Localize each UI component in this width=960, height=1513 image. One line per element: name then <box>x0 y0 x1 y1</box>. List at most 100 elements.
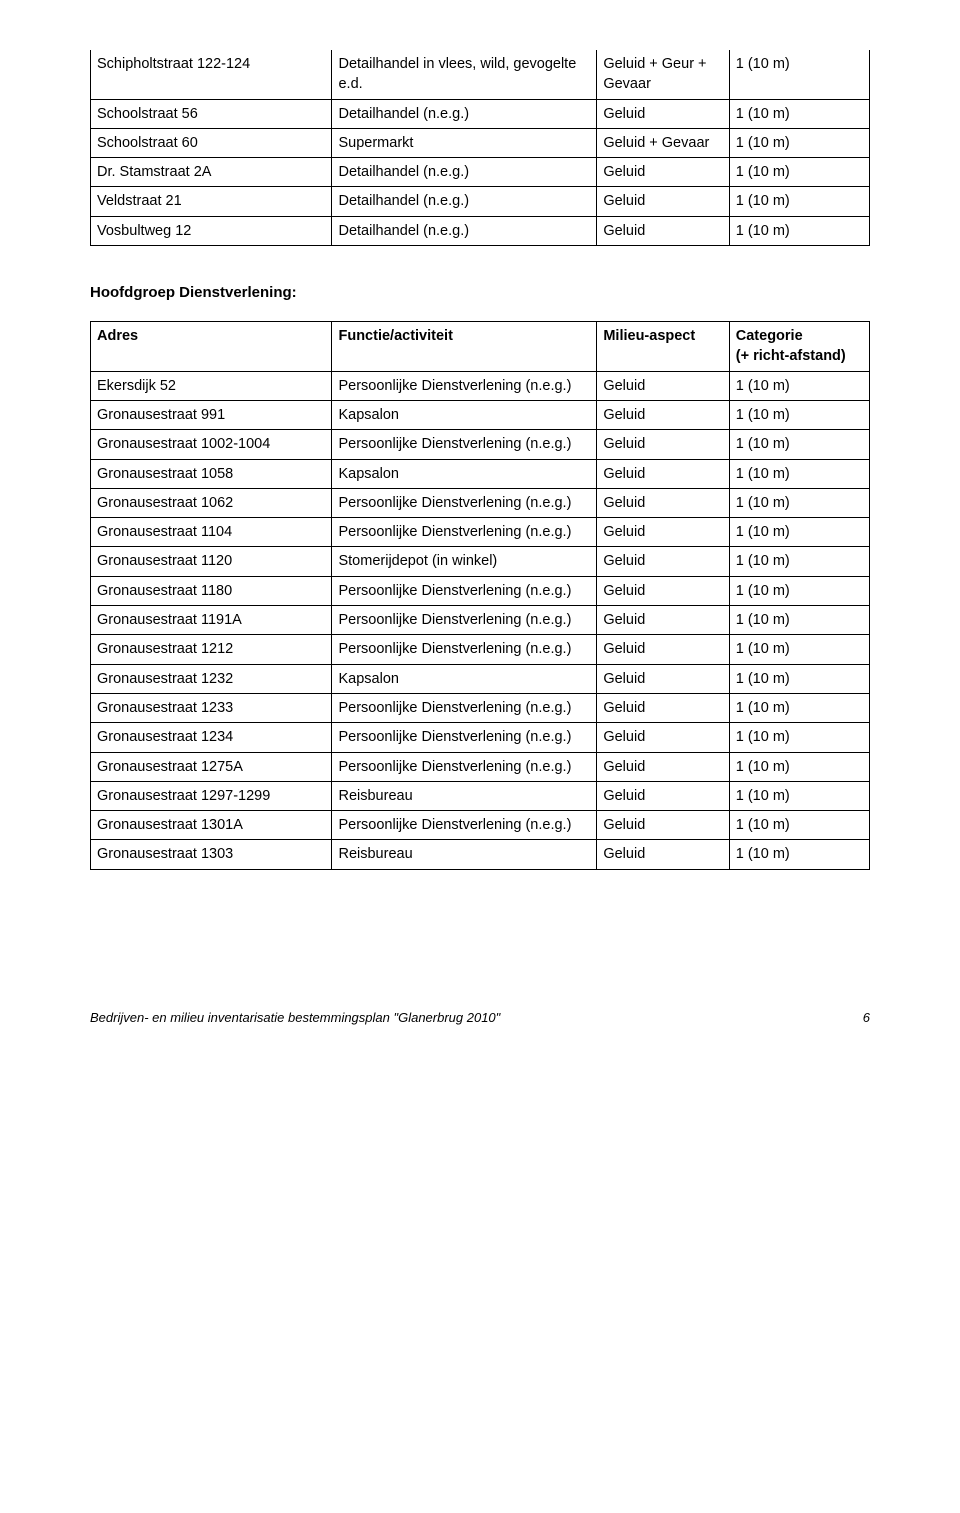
cell-milieu: Geluid <box>597 518 729 547</box>
cell-functie: Persoonlijke Dienstverlening (n.e.g.) <box>332 518 597 547</box>
cell-categorie: 1 (10 m) <box>729 400 869 429</box>
table-row: Gronausestraat 1191APersoonlijke Dienstv… <box>91 606 870 635</box>
cell-milieu: Geluid <box>597 781 729 810</box>
cell-functie: Stomerijdepot (in winkel) <box>332 547 597 576</box>
table-row: Schoolstraat 60SupermarktGeluid + Gevaar… <box>91 128 870 157</box>
cell-adres: Gronausestraat 1120 <box>91 547 332 576</box>
cell-milieu: Geluid <box>597 664 729 693</box>
cell-milieu: Geluid <box>597 693 729 722</box>
cell-functie: Detailhandel in vlees, wild, gevogelte e… <box>332 50 597 99</box>
col-header-categorie-line2: (+ richt-afstand) <box>736 348 846 364</box>
table-row: Vosbultweg 12Detailhandel (n.e.g.)Geluid… <box>91 216 870 245</box>
cell-categorie: 1 (10 m) <box>729 430 869 459</box>
cell-adres: Gronausestraat 1275A <box>91 752 332 781</box>
section-heading-dienstverlening: Hoofdgroep Dienstverlening: <box>90 284 870 301</box>
cell-adres: Gronausestraat 1062 <box>91 488 332 517</box>
cell-functie: Persoonlijke Dienstverlening (n.e.g.) <box>332 576 597 605</box>
col-header-categorie: Categorie (+ richt-afstand) <box>729 322 869 372</box>
table-row: Gronausestraat 1104Persoonlijke Dienstve… <box>91 518 870 547</box>
table-row: Gronausestraat 1002-1004Persoonlijke Die… <box>91 430 870 459</box>
cell-functie: Persoonlijke Dienstverlening (n.e.g.) <box>332 811 597 840</box>
cell-categorie: 1 (10 m) <box>729 752 869 781</box>
table-row: Veldstraat 21Detailhandel (n.e.g.)Geluid… <box>91 187 870 216</box>
cell-milieu: Geluid <box>597 488 729 517</box>
cell-functie: Persoonlijke Dienstverlening (n.e.g.) <box>332 371 597 400</box>
cell-milieu: Geluid <box>597 430 729 459</box>
cell-categorie: 1 (10 m) <box>729 693 869 722</box>
cell-milieu: Geluid <box>597 576 729 605</box>
cell-functie: Persoonlijke Dienstverlening (n.e.g.) <box>332 723 597 752</box>
table-row: Gronausestraat 1212Persoonlijke Dienstve… <box>91 635 870 664</box>
cell-functie: Persoonlijke Dienstverlening (n.e.g.) <box>332 606 597 635</box>
table-row: Schoolstraat 56Detailhandel (n.e.g.)Gelu… <box>91 99 870 128</box>
footer-title: Bedrijven- en milieu inventarisatie best… <box>90 1010 500 1025</box>
cell-categorie: 1 (10 m) <box>729 158 869 187</box>
cell-functie: Kapsalon <box>332 664 597 693</box>
cell-categorie: 1 (10 m) <box>729 128 869 157</box>
cell-adres: Gronausestraat 1301A <box>91 811 332 840</box>
cell-adres: Gronausestraat 1104 <box>91 518 332 547</box>
cell-categorie: 1 (10 m) <box>729 50 869 99</box>
table-row: Gronausestraat 1275APersoonlijke Dienstv… <box>91 752 870 781</box>
cell-functie: Reisbureau <box>332 840 597 869</box>
cell-categorie: 1 (10 m) <box>729 664 869 693</box>
table-header-row: Adres Functie/activiteit Milieu-aspect C… <box>91 322 870 372</box>
table-row: Dr. Stamstraat 2ADetailhandel (n.e.g.)Ge… <box>91 158 870 187</box>
cell-adres: Gronausestraat 1058 <box>91 459 332 488</box>
table-row: Gronausestraat 1058KapsalonGeluid1 (10 m… <box>91 459 870 488</box>
cell-milieu: Geluid <box>597 723 729 752</box>
table-row: Gronausestraat 1297-1299ReisbureauGeluid… <box>91 781 870 810</box>
cell-milieu: Geluid <box>597 158 729 187</box>
cell-adres: Gronausestraat 1234 <box>91 723 332 752</box>
col-header-adres: Adres <box>91 322 332 372</box>
table-row: Ekersdijk 52Persoonlijke Dienstverlening… <box>91 371 870 400</box>
table-row: Gronausestraat 1303ReisbureauGeluid1 (10… <box>91 840 870 869</box>
table-row: Gronausestraat 1234Persoonlijke Dienstve… <box>91 723 870 752</box>
cell-milieu: Geluid <box>597 635 729 664</box>
col-header-functie: Functie/activiteit <box>332 322 597 372</box>
cell-categorie: 1 (10 m) <box>729 488 869 517</box>
cell-milieu: Geluid <box>597 400 729 429</box>
cell-functie: Kapsalon <box>332 459 597 488</box>
cell-categorie: 1 (10 m) <box>729 187 869 216</box>
cell-adres: Gronausestraat 991 <box>91 400 332 429</box>
cell-functie: Persoonlijke Dienstverlening (n.e.g.) <box>332 430 597 459</box>
cell-adres: Gronausestraat 1233 <box>91 693 332 722</box>
cell-milieu: Geluid <box>597 606 729 635</box>
cell-adres: Vosbultweg 12 <box>91 216 332 245</box>
cell-categorie: 1 (10 m) <box>729 811 869 840</box>
table-dienstverlening: Adres Functie/activiteit Milieu-aspect C… <box>90 321 870 870</box>
cell-milieu: Geluid <box>597 216 729 245</box>
cell-functie: Persoonlijke Dienstverlening (n.e.g.) <box>332 488 597 517</box>
col-header-categorie-line1: Categorie <box>736 328 803 344</box>
table-row: Gronausestraat 1062Persoonlijke Dienstve… <box>91 488 870 517</box>
cell-milieu: Geluid <box>597 752 729 781</box>
cell-functie: Persoonlijke Dienstverlening (n.e.g.) <box>332 693 597 722</box>
cell-adres: Gronausestraat 1212 <box>91 635 332 664</box>
cell-adres: Ekersdijk 52 <box>91 371 332 400</box>
cell-adres: Gronausestraat 1297-1299 <box>91 781 332 810</box>
cell-functie: Reisbureau <box>332 781 597 810</box>
table-detailhandel: Schipholtstraat 122-124Detailhandel in v… <box>90 50 870 246</box>
cell-milieu: Geluid <box>597 811 729 840</box>
table-row: Gronausestraat 1120Stomerijdepot (in win… <box>91 547 870 576</box>
cell-categorie: 1 (10 m) <box>729 459 869 488</box>
cell-adres: Gronausestraat 1180 <box>91 576 332 605</box>
cell-categorie: 1 (10 m) <box>729 547 869 576</box>
cell-categorie: 1 (10 m) <box>729 99 869 128</box>
footer-page-number: 6 <box>863 1010 870 1025</box>
cell-categorie: 1 (10 m) <box>729 216 869 245</box>
cell-adres: Gronausestraat 1191A <box>91 606 332 635</box>
table-row: Gronausestraat 1301APersoonlijke Dienstv… <box>91 811 870 840</box>
cell-milieu: Geluid <box>597 99 729 128</box>
cell-milieu: Geluid + Gevaar <box>597 128 729 157</box>
table-row: Schipholtstraat 122-124Detailhandel in v… <box>91 50 870 99</box>
cell-functie: Persoonlijke Dienstverlening (n.e.g.) <box>332 635 597 664</box>
cell-adres: Gronausestraat 1232 <box>91 664 332 693</box>
cell-functie: Detailhandel (n.e.g.) <box>332 158 597 187</box>
page-footer: Bedrijven- en milieu inventarisatie best… <box>90 1010 870 1025</box>
table-row: Gronausestraat 1233Persoonlijke Dienstve… <box>91 693 870 722</box>
cell-milieu: Geluid + Geur + Gevaar <box>597 50 729 99</box>
cell-adres: Veldstraat 21 <box>91 187 332 216</box>
cell-categorie: 1 (10 m) <box>729 518 869 547</box>
